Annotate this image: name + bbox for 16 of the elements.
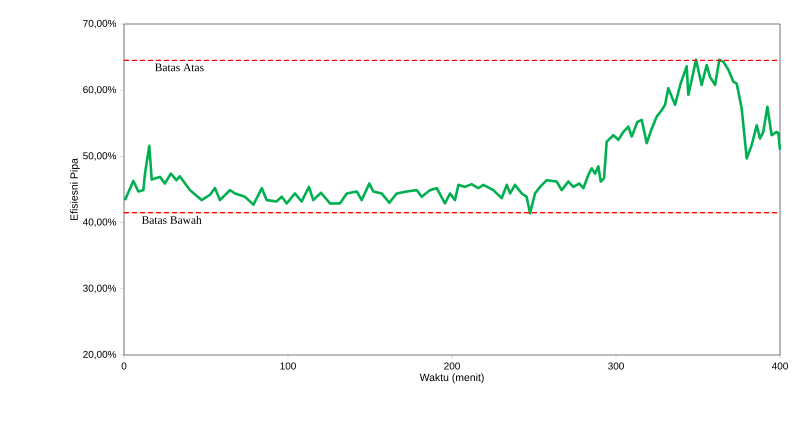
ref-line-label: Batas Atas [155, 64, 204, 72]
x-tick-label: 400 [772, 362, 788, 370]
x-tick-label: 0 [122, 362, 126, 370]
x-tick-label: 200 [444, 362, 460, 370]
y-tick-label: 60,00% [83, 86, 116, 94]
x-tick-label: 300 [608, 362, 624, 370]
y-tick-label: 40,00% [82, 218, 116, 227]
x-tick-label: 100 [280, 362, 296, 370]
line-series [124, 58, 782, 215]
x-axis-title: Waktu (menit) [420, 373, 484, 384]
y-tick-label: 50,00% [83, 152, 116, 161]
y-axis-title: Efisiesni Pipa [70, 158, 80, 220]
y-tick-label: 30,00% [83, 284, 116, 293]
y-tick-label: 70,00% [83, 20, 116, 28]
y-tick-label: 20,00% [83, 350, 116, 360]
ref-line-label: Batas Bawah [142, 216, 202, 224]
